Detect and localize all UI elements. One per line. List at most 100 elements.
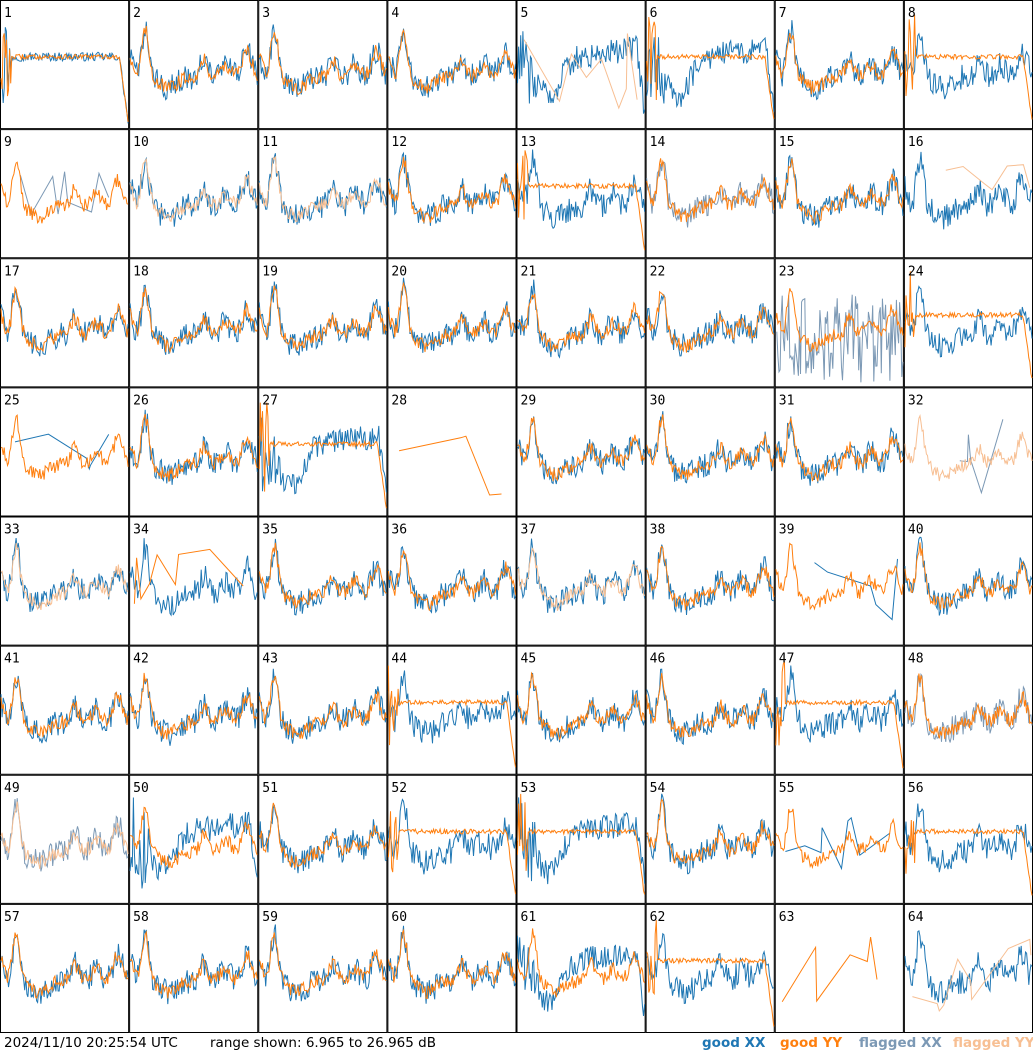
panel-17: 17 bbox=[0, 258, 130, 388]
panel-frame bbox=[516, 516, 646, 646]
series-xx-21 bbox=[517, 279, 646, 359]
series-xx-5 bbox=[517, 31, 646, 114]
panel-48: 48 bbox=[903, 645, 1033, 775]
panel-label: 3 bbox=[262, 6, 270, 21]
series-yy-44 bbox=[387, 665, 516, 768]
footer-bar: 2024/11/10 20:25:54 UTC range shown: 6.9… bbox=[0, 1034, 1033, 1053]
panel-label: 20 bbox=[391, 264, 407, 279]
series-yy-23 bbox=[775, 288, 904, 353]
series-yy-33 bbox=[0, 542, 129, 611]
panel-27: 27 bbox=[258, 387, 388, 517]
panel-52: 52 bbox=[387, 774, 517, 904]
series-xx-44 bbox=[387, 670, 516, 744]
series-yy-34 bbox=[133, 548, 244, 604]
series-xx-52 bbox=[387, 798, 516, 875]
panel-60: 60 bbox=[387, 903, 517, 1033]
series-xx-1 bbox=[0, 27, 129, 124]
panel-label: 2 bbox=[133, 6, 141, 21]
panel-10: 10 bbox=[129, 129, 259, 259]
panel-7: 7 bbox=[774, 0, 904, 130]
panel-frame bbox=[258, 387, 388, 517]
panel-label: 29 bbox=[521, 393, 537, 408]
series-xx-58 bbox=[129, 929, 258, 1005]
panel-58: 58 bbox=[129, 903, 259, 1033]
panel-31: 31 bbox=[774, 387, 904, 517]
panel-label: 44 bbox=[391, 652, 407, 667]
series-yy-24 bbox=[904, 271, 1033, 379]
series-xx-55 bbox=[785, 816, 891, 871]
panel-label: 16 bbox=[908, 135, 924, 150]
panel-label: 46 bbox=[650, 652, 666, 667]
panel-frame bbox=[903, 645, 1033, 775]
panel-8: 8 bbox=[903, 0, 1033, 130]
series-yy-54 bbox=[646, 798, 775, 864]
panel-frame bbox=[516, 129, 646, 259]
panel-38: 38 bbox=[645, 516, 775, 646]
panel-label: 24 bbox=[908, 264, 924, 279]
series-yy-11 bbox=[258, 156, 387, 223]
series-xx-27 bbox=[258, 417, 387, 495]
panel-frame bbox=[387, 129, 517, 259]
panel-frame bbox=[516, 645, 646, 775]
series-yy-20 bbox=[387, 281, 516, 353]
series-yy-22 bbox=[646, 290, 775, 353]
series-yy-19 bbox=[258, 285, 387, 352]
panel-39: 39 bbox=[774, 516, 904, 646]
series-yy-7 bbox=[775, 32, 904, 95]
panel-frame bbox=[129, 129, 259, 259]
series-xx-12 bbox=[388, 151, 516, 226]
panel-21: 21 bbox=[516, 258, 646, 388]
panel-62: 62 bbox=[645, 903, 775, 1033]
panel-53: 53 bbox=[516, 774, 646, 904]
panel-54: 54 bbox=[645, 774, 775, 904]
panel-36: 36 bbox=[387, 516, 517, 646]
series-yy-62 bbox=[646, 920, 775, 1027]
series-yy-3 bbox=[258, 32, 387, 96]
series-xx-60 bbox=[387, 925, 516, 1004]
series-yy-27 bbox=[258, 402, 387, 509]
panel-label: 30 bbox=[650, 393, 666, 408]
panel-frame bbox=[903, 258, 1033, 388]
series-yy-25 bbox=[0, 414, 129, 480]
panel-label: 38 bbox=[650, 523, 666, 538]
panel-frame bbox=[903, 774, 1033, 904]
series-yy-26 bbox=[129, 414, 258, 482]
panel-label: 45 bbox=[521, 652, 537, 667]
legend-good-yy: good YY bbox=[780, 1035, 843, 1051]
panel-49: 49 bbox=[0, 774, 130, 904]
series-xx-61 bbox=[517, 935, 646, 1016]
series-yy-36 bbox=[387, 550, 516, 612]
panel-label: 31 bbox=[779, 393, 795, 408]
panel-label: 59 bbox=[262, 910, 278, 925]
panel-frame bbox=[645, 774, 775, 904]
panel-label: 34 bbox=[133, 523, 149, 538]
panel-41: 41 bbox=[0, 645, 130, 775]
series-xx-59 bbox=[258, 924, 387, 1002]
panel-label: 55 bbox=[779, 781, 795, 796]
panel-label: 49 bbox=[4, 781, 20, 796]
panel-label: 6 bbox=[650, 6, 658, 21]
panel-13: 13 bbox=[516, 129, 646, 259]
series-xx-62 bbox=[646, 932, 775, 1004]
series-xx-24 bbox=[904, 285, 1033, 358]
series-yy-13 bbox=[517, 150, 646, 251]
panel-frame bbox=[645, 516, 775, 646]
series-yy-31 bbox=[775, 417, 904, 483]
panel-label: 54 bbox=[650, 781, 666, 796]
panel-label: 22 bbox=[650, 264, 666, 279]
timestamp-label: 2024/11/10 20:25:54 UTC bbox=[4, 1035, 178, 1051]
panel-frame bbox=[0, 129, 130, 259]
series-yy-61 bbox=[517, 928, 646, 998]
panel-18: 18 bbox=[129, 258, 259, 388]
panel-frame bbox=[258, 774, 388, 904]
panel-29: 29 bbox=[516, 387, 646, 517]
panel-label: 53 bbox=[521, 781, 537, 796]
panel-1: 1 bbox=[0, 0, 130, 130]
panel-25: 25 bbox=[0, 387, 130, 517]
panel-label: 21 bbox=[521, 264, 537, 279]
panel-label: 50 bbox=[133, 781, 149, 796]
panel-59: 59 bbox=[258, 903, 388, 1033]
panel-5: 5 bbox=[516, 0, 646, 130]
panel-30: 30 bbox=[645, 387, 775, 517]
